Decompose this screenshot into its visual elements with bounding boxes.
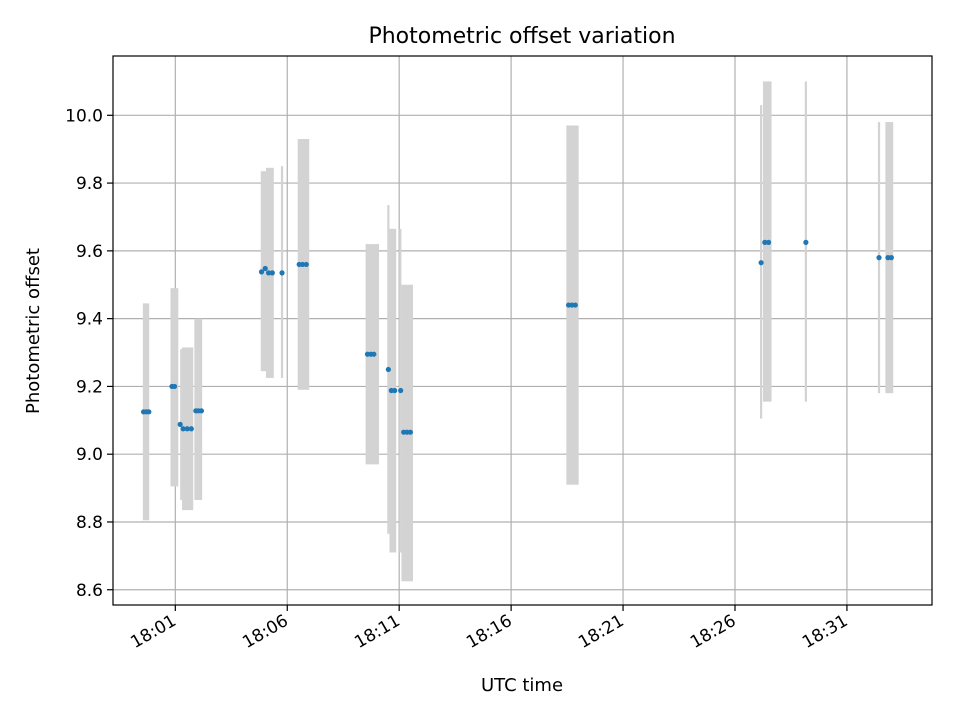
plot-frame: [112, 55, 933, 606]
y-tick-label: 9.6: [76, 242, 103, 262]
data-point: [385, 366, 391, 373]
y-tick-label: 9.4: [76, 310, 103, 330]
y-tick-label: 10.0: [65, 106, 103, 126]
data-point: [262, 265, 268, 272]
data-point: [371, 351, 377, 357]
y-tick-label: 8.8: [76, 513, 103, 533]
data-point: [180, 426, 186, 432]
y-axis-ticks: 8.6 8.8 9.0 9.2 9.4 9.6 9.8 10.0: [65, 106, 113, 601]
chart-title: Photometric offset variation: [368, 24, 675, 49]
data-point: [392, 387, 398, 394]
data-point: [171, 383, 178, 390]
y-axis-label: Photometric offset: [23, 248, 44, 414]
data-point: [188, 426, 194, 432]
data-point: [299, 261, 306, 268]
data-point: [758, 260, 764, 266]
data-point: [265, 270, 272, 276]
data-point: [279, 270, 285, 276]
data-point: [407, 429, 413, 435]
data-point: [303, 261, 309, 268]
data-point: [572, 302, 578, 308]
y-tick-label: 9.0: [76, 445, 103, 465]
data-point: [888, 255, 894, 261]
data-point: [177, 421, 183, 427]
data-points: [140, 239, 894, 435]
data-point: [269, 270, 275, 276]
data-point: [398, 387, 404, 394]
data-point: [762, 239, 768, 245]
data-point: [876, 255, 882, 261]
y-tick-label: 9.2: [76, 377, 103, 397]
data-point: [803, 239, 809, 245]
data-point: [146, 409, 152, 415]
data-point: [198, 408, 205, 414]
grid-lines: [113, 56, 932, 605]
data-point: [258, 269, 265, 275]
x-axis-label: UTC time: [481, 675, 563, 696]
y-tick-label: 9.8: [76, 174, 103, 194]
data-point: [765, 239, 772, 245]
y-tick-label: 8.6: [76, 581, 103, 601]
data-point: [184, 426, 190, 432]
